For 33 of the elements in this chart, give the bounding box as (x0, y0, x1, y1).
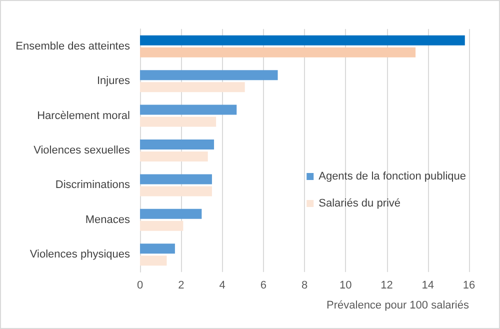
x-tick-label: 8 (301, 280, 308, 292)
bar (140, 70, 278, 80)
y-tick-label: Violences physiques (30, 248, 130, 261)
x-tick-label: 2 (178, 280, 184, 292)
x-tick-label: 14 (422, 280, 434, 292)
y-tick-label: Violences sexuelles (34, 144, 130, 156)
y-tick-label: Menaces (85, 214, 130, 226)
x-tick-label: 0 (136, 280, 144, 292)
legend-label: Agents de la fonction publique (318, 170, 466, 182)
bar (140, 186, 212, 196)
bar (140, 220, 184, 231)
legend-label: Salariés du privé (318, 198, 401, 210)
bar (140, 82, 245, 92)
y-tick-label: Injures (96, 75, 130, 88)
x-tick-label: 12 (380, 280, 393, 292)
bar (140, 35, 465, 46)
bar (140, 152, 208, 162)
x-axis-title: Prévalence pour 100 salariés (326, 300, 470, 312)
bar (140, 116, 216, 127)
x-tick-label: 10 (340, 280, 352, 292)
bar (140, 47, 416, 58)
x-tick-label: 6 (260, 280, 266, 292)
x-tick-label: 16 (462, 280, 476, 292)
bar (140, 244, 175, 254)
bar (140, 256, 167, 266)
bar (140, 174, 212, 184)
y-tick-label: Discriminations (55, 179, 130, 192)
y-tick-label: Harcèlement moral (37, 110, 130, 122)
bar (140, 140, 214, 150)
bar (140, 104, 237, 115)
y-tick-label: Ensemble des atteintes (16, 40, 130, 52)
x-tick-label: 4 (219, 280, 226, 292)
bar (140, 208, 202, 219)
